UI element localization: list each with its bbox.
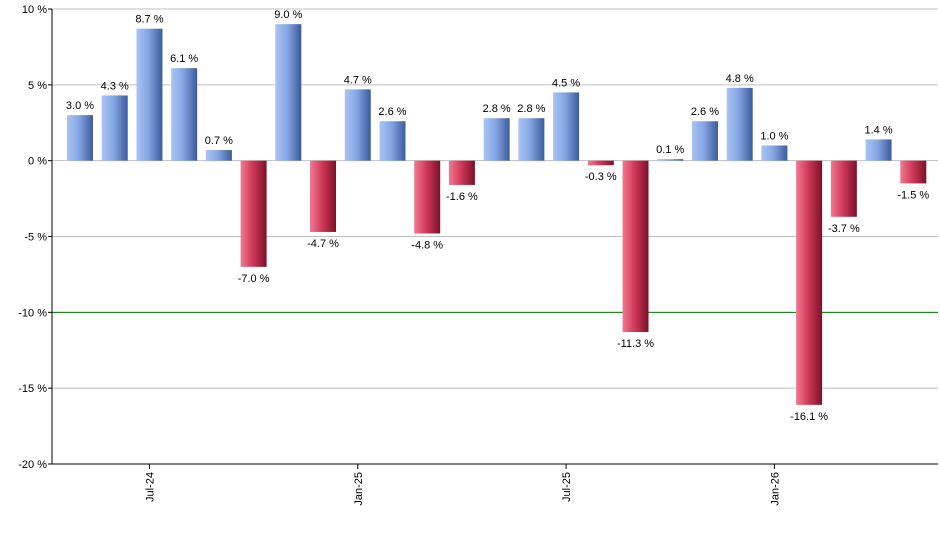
bar [553,92,580,161]
data-label: 1.0 % [760,131,788,143]
bar [587,160,614,166]
bar [518,118,545,161]
data-label: 1.4 % [864,124,892,136]
data-label: 6.1 % [170,53,198,65]
y-tick-label: -5 % [24,232,47,244]
y-axis-ticks: 10 % 5 % 0 % -5 % -10 % -15 % -20 % [18,4,52,471]
bar [171,68,198,161]
y-tick-label: -15 % [18,383,47,395]
bar [136,28,163,161]
data-label: -11.3 % [617,338,654,350]
bar [275,24,302,161]
data-label: 2.6 % [378,106,406,118]
bar [379,121,406,161]
bar [622,160,649,333]
data-label: -3.7 % [828,223,860,235]
y-tick-label: 10 % [22,4,47,16]
data-label: 2.8 % [517,103,545,115]
bars [67,24,927,405]
data-label: 3.0 % [66,100,94,112]
x-tick-label: Jul-24 [144,472,156,502]
bar [414,160,441,234]
data-label: 8.7 % [135,14,163,26]
x-axis-ticks: Jul-24 Jan-25 Jul-25 Jan-26 [144,464,781,506]
data-label: 4.5 % [552,77,580,89]
data-label: -7.0 % [238,273,270,285]
data-label: -1.6 % [446,191,478,203]
data-label: 9.0 % [274,9,302,21]
bar [101,95,128,161]
y-tick-label: -20 % [18,459,47,471]
data-label: 0.1 % [656,144,684,156]
bar [344,89,371,161]
data-label: -16.1 % [790,411,828,423]
bar [448,160,475,185]
data-labels: 3.0 % 4.3 % 8.7 % 6.1 % 0.7 % -7.0 % 9.0 % -4.7… [66,9,929,423]
data-label: 0.7 % [205,135,233,147]
bar [310,160,337,232]
y-tick-label: -10 % [18,307,47,319]
y-tick-label: 5 % [28,80,47,92]
data-label: 4.7 % [344,74,372,86]
bar [205,150,232,161]
bar [240,160,267,267]
bar [865,139,892,161]
data-label: -1.5 % [897,189,929,201]
bar [796,160,823,405]
data-label: -4.8 % [411,239,443,251]
data-label: 4.8 % [726,73,754,85]
x-tick-label: Jul-25 [561,472,573,502]
data-label: 4.3 % [101,80,129,92]
bar [691,121,718,161]
data-label: -0.3 % [585,171,617,183]
y-tick-label: 0 % [28,156,47,168]
bar [726,87,753,161]
bar [657,159,684,161]
bar [900,160,927,184]
bar [830,160,857,217]
data-label: 2.6 % [691,106,719,118]
bar [761,145,788,161]
data-label: -4.7 % [307,238,339,250]
data-label: 2.8 % [483,103,511,115]
x-tick-label: Jan-26 [769,472,781,506]
x-tick-label: Jan-25 [353,472,365,506]
bar [483,118,510,161]
bar [67,115,93,161]
